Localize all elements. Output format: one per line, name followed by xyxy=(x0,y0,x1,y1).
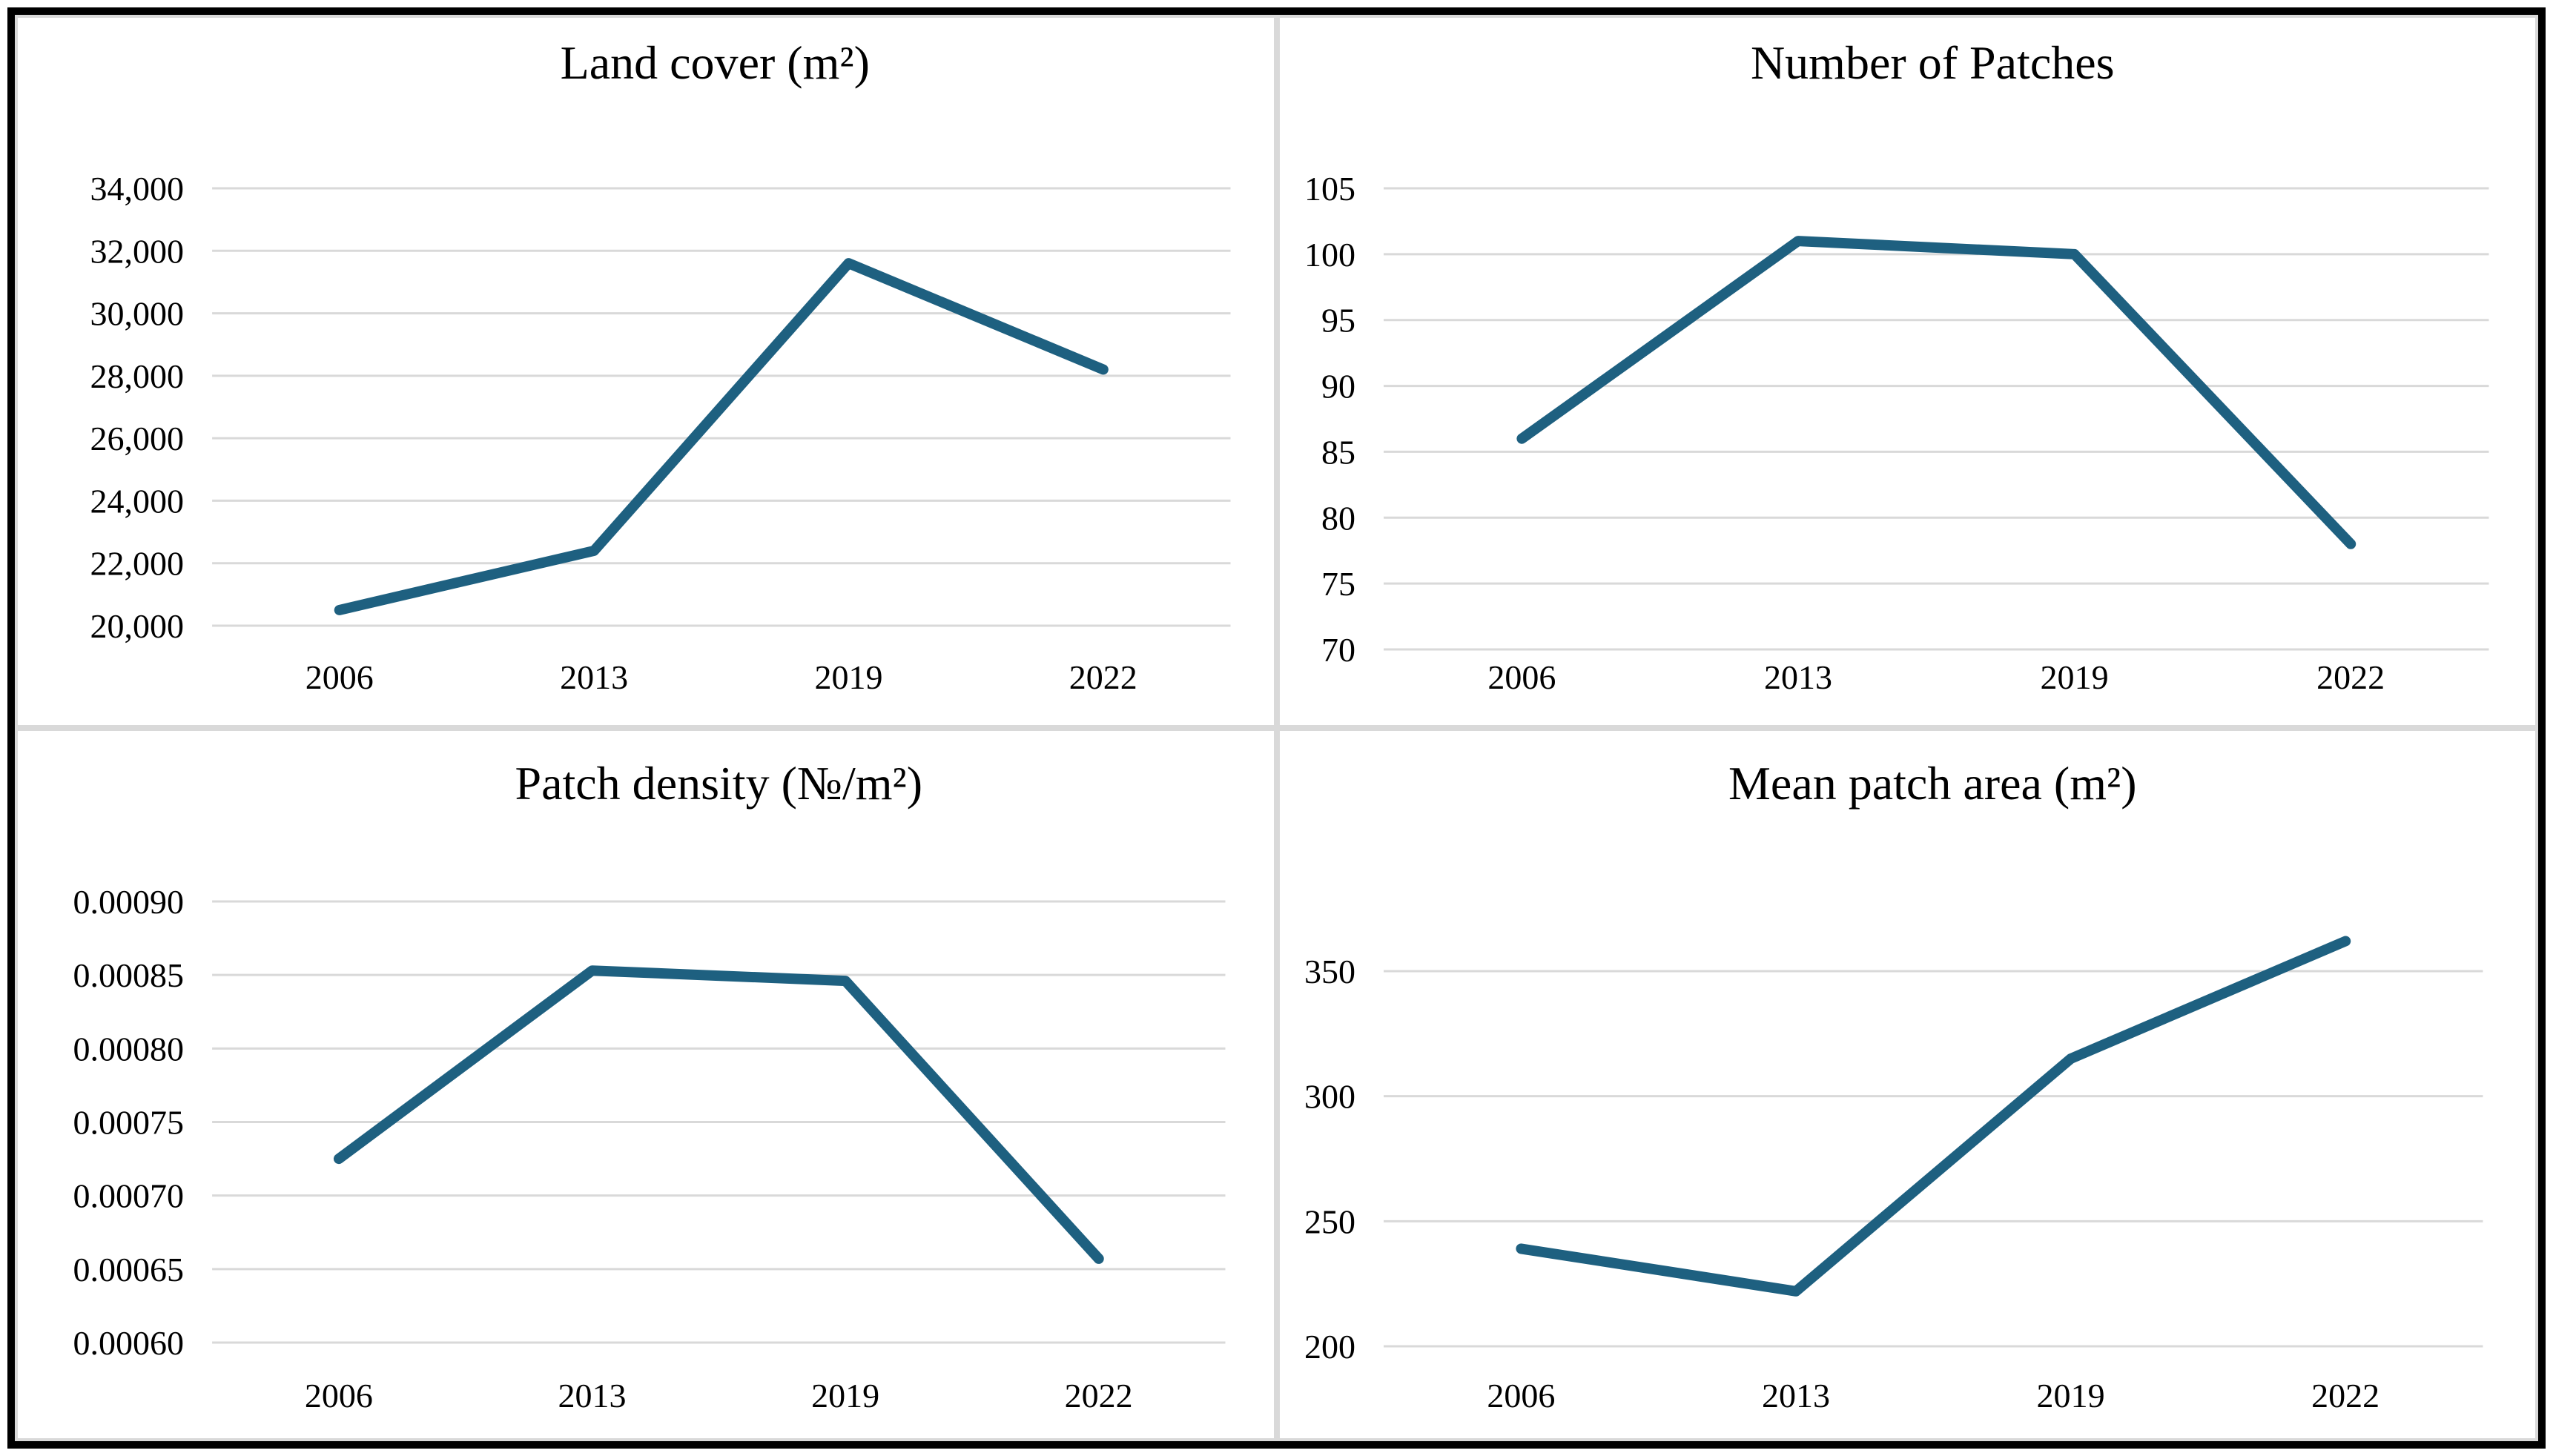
chart-title: Number of Patches xyxy=(1750,36,2114,89)
chart-title: Land cover (m²) xyxy=(561,36,870,89)
chart-panel-land-cover: Land cover (m²) 20,000 22,000 24,000 26,000… xyxy=(15,15,1277,728)
data-line xyxy=(334,258,1109,615)
y-tick-label: 28,000 xyxy=(90,357,185,395)
y-tick-label: 95 xyxy=(1321,302,1355,340)
x-tick-label: 2006 xyxy=(1487,1377,1555,1414)
chart-panel-number-of-patches: Number of Patches 70 75 80 85 90 95 100 105 2006… xyxy=(1276,15,2538,728)
y-tick-label: 32,000 xyxy=(90,232,185,270)
y-tick-label: 34,000 xyxy=(90,170,185,208)
patch-density-chart: Patch density (№/m²) 0.00060 0.00065 0.000… xyxy=(73,757,1226,1414)
y-tick-label: 100 xyxy=(1304,236,1355,274)
y-tick-label: 250 xyxy=(1304,1202,1355,1240)
x-tick-label: 2019 xyxy=(814,658,882,696)
chart-panel-patch-density: Patch density (№/m²) 0.00060 0.00065 0.000… xyxy=(15,728,1277,1441)
land-cover-chart: Land cover (m²) 20,000 22,000 24,000 26,000… xyxy=(90,36,1231,696)
data-line xyxy=(1515,936,2351,1297)
x-tick-label: 2006 xyxy=(305,658,374,696)
figure-frame: Land cover (m²) 20,000 22,000 24,000 26,000… xyxy=(7,7,2546,1449)
y-tick-label: 300 xyxy=(1304,1078,1355,1116)
y-tick-label: 30,000 xyxy=(90,295,185,333)
y-tick-label: 90 xyxy=(1321,368,1355,406)
y-tick-label: 105 xyxy=(1304,170,1355,208)
x-tick-label: 2006 xyxy=(305,1377,373,1414)
y-tick-label: 0.00085 xyxy=(73,956,185,994)
x-tick-label: 2019 xyxy=(811,1377,879,1414)
x-tick-label: 2022 xyxy=(1069,658,1137,696)
x-tick-label: 2013 xyxy=(1761,1377,1829,1414)
y-tick-label: 0.00080 xyxy=(73,1030,185,1068)
data-line xyxy=(333,965,1104,1264)
y-tick-label: 22,000 xyxy=(90,545,185,583)
number-of-patches-chart: Number of Patches 70 75 80 85 90 95 100 105 2006… xyxy=(1304,36,2488,696)
x-tick-label: 2019 xyxy=(2040,658,2108,696)
y-tick-label: 85 xyxy=(1321,433,1355,471)
x-tick-label: 2022 xyxy=(2311,1377,2379,1414)
chart-panel-mean-patch-area: Mean patch area (m²) 200 250 300 350 2006 201… xyxy=(1276,728,2538,1441)
x-tick-label: 2022 xyxy=(1065,1377,1133,1414)
y-tick-label: 0.00070 xyxy=(73,1177,185,1215)
chart-title: Patch density (№/m²) xyxy=(515,757,922,810)
y-tick-label: 80 xyxy=(1321,499,1355,537)
y-tick-label: 70 xyxy=(1321,631,1355,669)
chart-title: Mean patch area (m²) xyxy=(1728,757,2137,810)
mean-patch-area-chart: Mean patch area (m²) 200 250 300 350 2006 201… xyxy=(1304,757,2483,1414)
y-tick-label: 0.00060 xyxy=(73,1324,185,1362)
y-tick-label: 200 xyxy=(1304,1328,1355,1366)
y-tick-label: 20,000 xyxy=(90,607,185,645)
y-tick-label: 0.00065 xyxy=(73,1251,185,1288)
x-tick-label: 2013 xyxy=(1763,658,1832,696)
y-tick-label: 75 xyxy=(1321,565,1355,603)
x-tick-label: 2013 xyxy=(558,1377,626,1414)
y-tick-label: 350 xyxy=(1304,953,1355,990)
x-tick-label: 2013 xyxy=(560,658,628,696)
x-tick-label: 2006 xyxy=(1487,658,1556,696)
data-line xyxy=(1516,236,2356,549)
y-tick-label: 26,000 xyxy=(90,420,185,457)
y-tick-label: 24,000 xyxy=(90,482,185,520)
y-tick-label: 0.00090 xyxy=(73,883,185,921)
y-tick-label: 0.00075 xyxy=(73,1104,185,1142)
x-tick-label: 2019 xyxy=(2036,1377,2104,1414)
x-tick-label: 2022 xyxy=(2316,658,2385,696)
